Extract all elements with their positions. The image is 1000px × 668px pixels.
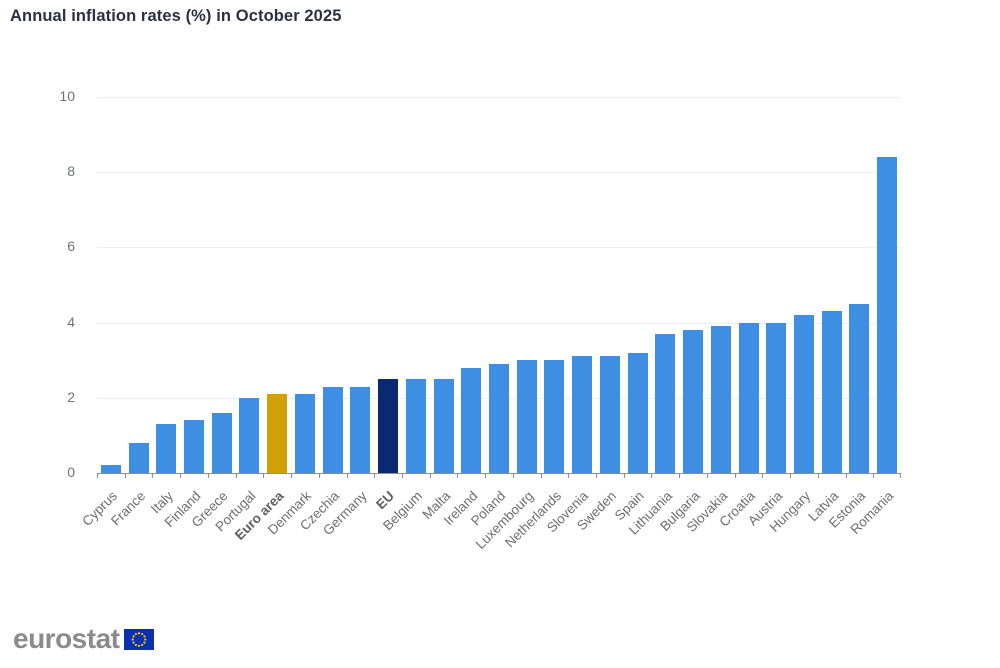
axis-tick [873, 473, 875, 478]
axis-tick [734, 473, 736, 478]
axis-tick [207, 473, 209, 478]
bar-hungary [793, 315, 814, 473]
axis-tick [180, 473, 182, 478]
plot-area [97, 97, 901, 478]
bar-luxembourg [516, 360, 537, 473]
bar-spain [627, 352, 648, 473]
eu-flag-icon [124, 628, 155, 650]
bar-italy [156, 424, 177, 473]
chart-title: Annual inflation rates (%) in October 20… [10, 7, 342, 25]
axis-tick [568, 473, 570, 478]
y-axis-label-2: 2 [67, 388, 75, 405]
bar-poland [489, 363, 509, 473]
axis-tick [152, 473, 154, 478]
bar-germany [350, 386, 371, 473]
axis-tick [485, 473, 487, 478]
gridline-6 [97, 247, 901, 249]
x-axis-labels: Cyprus France Italy Finland Greece Portugal Eu… [79, 473, 901, 583]
gridline-4 [97, 322, 901, 324]
gridline-10 [97, 97, 901, 98]
gridline-8 [97, 172, 901, 174]
bar-eu [378, 379, 399, 473]
bar-denmark [294, 394, 315, 473]
y-axis-label-0: 0 [67, 464, 75, 480]
bar-belgium [405, 379, 426, 473]
bar-slovakia [710, 326, 731, 473]
bar-slovenia [572, 356, 593, 473]
eurostat-logo: eurostat [13, 623, 155, 654]
bar-netherlands [544, 360, 565, 473]
axis-tick [291, 473, 293, 478]
axis-tick [124, 473, 126, 478]
y-axis-label-10: 10 [59, 88, 75, 104]
bar-estonia [849, 303, 870, 473]
bar-lithuania [655, 333, 676, 473]
bar-croatia [738, 322, 759, 473]
axis-tick [679, 473, 681, 478]
axis-tick [540, 473, 542, 478]
axis-tick [706, 473, 708, 478]
bar-bulgaria [683, 330, 704, 473]
bar-finland [184, 420, 205, 473]
bar-malta [433, 379, 454, 473]
y-axis-label-8: 8 [67, 163, 75, 180]
axis-tick [817, 473, 819, 478]
y-axis-label-4: 4 [67, 313, 75, 330]
axis-tick [346, 473, 348, 478]
axis-tick [318, 473, 320, 478]
eurostat-logo-text: eurostat [13, 623, 120, 654]
axis-tick [651, 473, 653, 478]
axis-tick [457, 473, 459, 478]
bar-ireland [461, 367, 482, 473]
axis-tick [790, 473, 792, 478]
bar-greece [211, 412, 232, 473]
bar-cyprus [100, 465, 121, 473]
axis-tick [374, 473, 376, 478]
bar-czechia [322, 386, 343, 473]
axis-tick [429, 473, 431, 478]
bar-romania [877, 157, 898, 473]
bar-sweden [599, 356, 620, 473]
bar-latvia [821, 311, 842, 473]
axis-tick [762, 473, 764, 478]
x-axis-line [97, 473, 901, 474]
axis-tick [401, 473, 403, 478]
bar-euro-area [267, 394, 288, 473]
y-axis-label-6: 6 [67, 238, 75, 255]
axis-tick [900, 473, 901, 478]
axis-tick [263, 473, 265, 478]
bar-austria [766, 322, 787, 473]
bar-france [128, 442, 149, 473]
axis-tick [97, 473, 98, 478]
bar-portugal [239, 397, 260, 473]
axis-tick [512, 473, 514, 478]
axis-tick [845, 473, 847, 478]
axis-tick [596, 473, 598, 478]
axis-tick [235, 473, 237, 478]
axis-tick [623, 473, 625, 478]
